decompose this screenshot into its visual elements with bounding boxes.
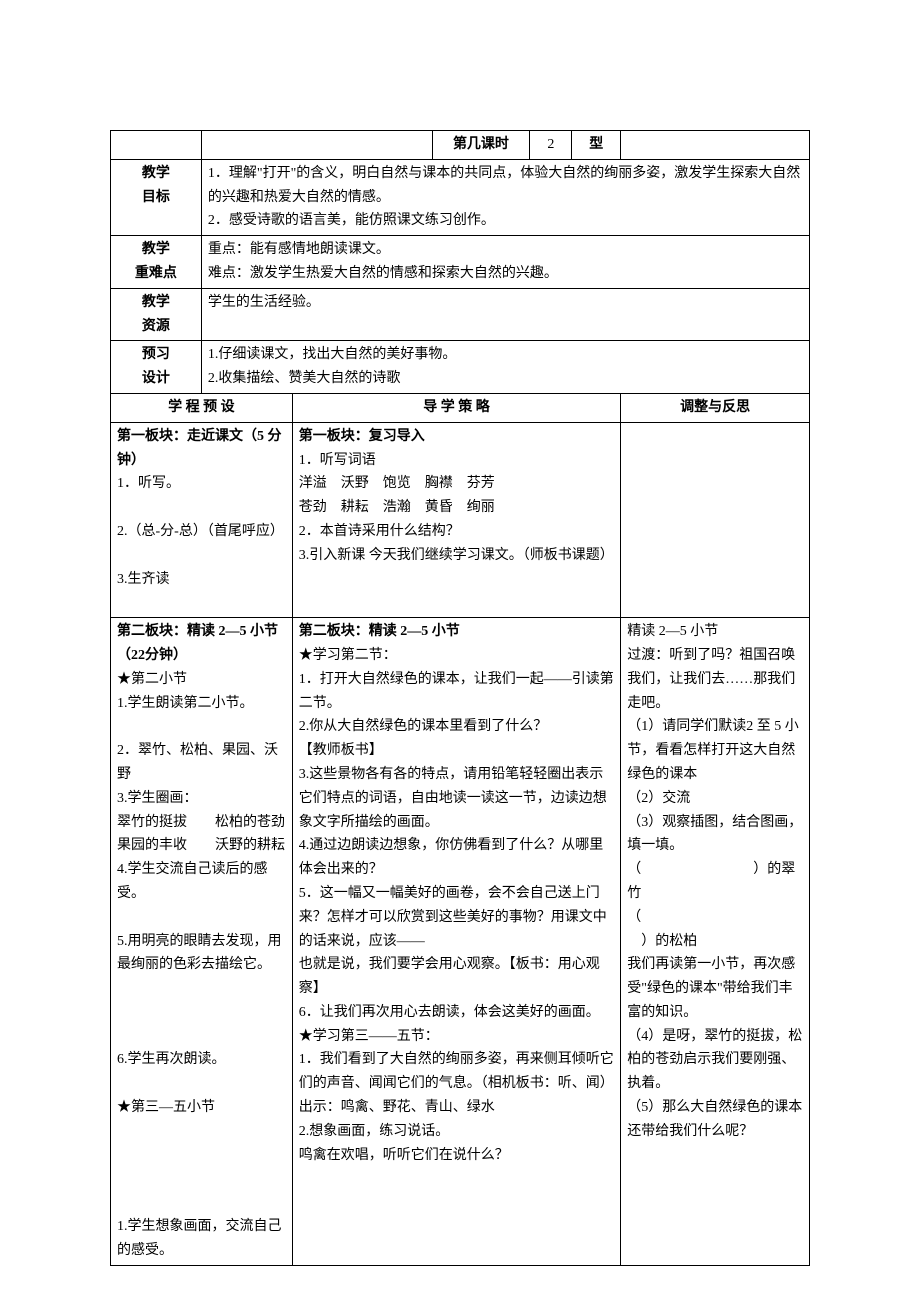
c3-l8: （4）是呀，翠竹的挺拔，松柏的苍劲启示我们要刚强、执着。 — [627, 1025, 803, 1096]
keypoints-label: 教学 重难点 — [111, 236, 202, 289]
lesson-plan-page: 第几课时 2 型 教学 目标 1．理解"打开"的含义，明白自然与课本的共同点，体… — [0, 0, 920, 1302]
block2-row: 第二板块：精读 2—5 小节（22分钟） ★第二小节 1.学生朗读第二小节。 2… — [111, 618, 810, 1266]
b1-c2-l1: 1．听写词语 — [299, 449, 615, 473]
c3-l3: （1）请同学们默读2 至 5 小节，看看怎样打开这大自然绿色的课本 — [627, 715, 803, 786]
block1-col2: 第一板块：复习导入 1．听写词语 洋溢 沃野 饱览 胸襟 芬芳 苍劲 耕耘 浩瀚… — [292, 422, 621, 617]
preview-text: 1.仔细读课文，找出大自然的美好事物。 2.收集描绘、赞美大自然的诗歌 — [201, 341, 809, 394]
b2-c2-s1: ★学习第二节： — [299, 644, 615, 668]
c3-l2: 过渡：听到了吗？祖国召唤我们，让我们去……那我们走吧。 — [627, 644, 803, 715]
type-label: 型 — [572, 131, 621, 160]
c3-l1: 精读 2—5 小节 — [627, 620, 803, 644]
c3-l6a: （ ）的翠竹 — [627, 858, 803, 906]
b2-c2-l7a: 出示：鸣禽、野花、青山、绿水 — [299, 1096, 615, 1120]
b1-c1-l2: 2.（总-分-总）（首尾呼应） — [117, 520, 286, 544]
b2-c1-l1: 1.学生朗读第二小节。 — [117, 692, 286, 716]
body-header-row: 学 程 预 设 导 学 策 略 调整与反思 — [111, 394, 810, 422]
goals-row: 教学 目标 1．理解"打开"的含义，明白自然与课本的共同点，体验大自然的绚丽多姿… — [111, 159, 810, 235]
keypoints-text: 重点：能有感情地朗读课文。 难点：激发学生热爱大自然的情感和探索大自然的兴趣。 — [201, 236, 809, 289]
b2-c1-l3b: 果园的丰收 沃野的耕耘 — [117, 834, 286, 858]
b1-c1-l3: 3.生齐读 — [117, 568, 286, 592]
b2-c1-l2: 2．翠竹、松柏、果园、沃野 — [117, 739, 286, 787]
block2-col1: 第二板块：精读 2—5 小节（22分钟） ★第二小节 1.学生朗读第二小节。 2… — [111, 618, 293, 1266]
meta-blank-2 — [201, 131, 432, 160]
b1-c1-l1: 1．听写。 — [117, 472, 286, 496]
b2-c2-l8: 2.想象画面，练习说话。 — [299, 1120, 615, 1144]
resources-text: 学生的生活经验。 — [201, 288, 809, 341]
preview-row: 预习 设计 1.仔细读课文，找出大自然的美好事物。 2.收集描绘、赞美大自然的诗… — [111, 341, 810, 394]
b2-c2-l5: 5．这一幅又一幅美好的画卷，会不会自己送上门来？怎样才可以欣赏到这些美好的事物？… — [299, 882, 615, 953]
header-col3: 调整与反思 — [621, 394, 810, 422]
block2-col3: 精读 2—5 小节 过渡：听到了吗？祖国召唤我们，让我们去……那我们走吧。 （1… — [621, 618, 810, 1266]
b2-c1-l5: 5.用明亮的眼睛去发现，用最绚丽的色彩去描绘它。 — [117, 930, 286, 978]
b2-c2-l3: 3.这些景物各有各的特点，请用铅笔轻轻圈出表示它们特点的词语，自由地读一读这一节… — [299, 763, 615, 834]
header-col1: 学 程 预 设 — [111, 394, 293, 422]
b2-c1-l3a: 翠竹的挺拔 松柏的苍劲 — [117, 811, 286, 835]
b1-c2-w2: 苍劲 耕耘 浩瀚 黄昏 绚丽 — [299, 496, 615, 520]
b2-c2-l2: 2.你从大自然绿色的课本里看到了什么？ — [299, 715, 615, 739]
b2-c2-title: 第二板块：精读 2—5 小节 — [299, 620, 615, 644]
preview-line-2: 2.收集描绘、赞美大自然的诗歌 — [208, 367, 803, 391]
body-table: 学 程 预 设 导 学 策 略 调整与反思 第一板块：走近课文（5 分钟） 1．… — [110, 394, 810, 1266]
b2-c1-title: 第二板块：精读 2—5 小节（22分钟） — [117, 620, 286, 668]
b2-c2-l4: 4.通过边朗读边想象，你仿佛看到了什么？从哪里体会出来的？ — [299, 834, 615, 882]
block1-col1: 第一板块：走近课文（5 分钟） 1．听写。 2.（总-分-总）（首尾呼应） 3.… — [111, 422, 293, 617]
block1-col3 — [621, 422, 810, 617]
lesson-no-value: 2 — [530, 131, 572, 160]
resources-row: 教学 资源 学生的生活经验。 — [111, 288, 810, 341]
preview-label: 预习 设计 — [111, 341, 202, 394]
b2-c1-l6: 6.学生再次朗读。 — [117, 1048, 286, 1072]
keypoints-row: 教学 重难点 重点：能有感情地朗读课文。 难点：激发学生热爱大自然的情感和探索大… — [111, 236, 810, 289]
c3-l7: 我们再读第一小节，再次感受"绿色的课本"带给我们丰富的知识。 — [627, 953, 803, 1024]
header-col2: 导 学 策 略 — [292, 394, 621, 422]
goals-text: 1．理解"打开"的含义，明白自然与课本的共同点，体验大自然的绚丽多姿，激发学生探… — [201, 159, 809, 235]
lesson-no-label: 第几课时 — [432, 131, 530, 160]
c3-l6c: ）的松柏 — [627, 930, 803, 954]
b1-c2-l2: 2．本首诗采用什么结构？ — [299, 520, 615, 544]
b2-c1-s2: ★第三—五小节 — [117, 1096, 286, 1120]
b1-c1-title: 第一板块：走近课文（5 分钟） — [117, 425, 286, 473]
b1-c2-l3: 3.引入新课 今天我们继续学习课文。（师板书课题） — [299, 544, 615, 568]
b2-c2-l5a: 也就是说，我们要学会用心观察。【板书：用心观察】 — [299, 953, 615, 1001]
c3-l9: （5）那么大自然绿色的课本还带给我们什么呢？ — [627, 1096, 803, 1144]
type-value — [621, 131, 810, 160]
b2-c2-l8a: 鸣禽在欢唱，听听它们在说什么？ — [299, 1144, 615, 1168]
lesson-plan-table: 第几课时 2 型 教学 目标 1．理解"打开"的含义，明白自然与课本的共同点，体… — [110, 130, 810, 394]
b2-c2-l1: 1．打开大自然绿色的课本，让我们一起——引读第二节。 — [299, 668, 615, 716]
b2-c1-l4: 4.学生交流自己读后的感受。 — [117, 858, 286, 906]
b2-c1-s1: ★第二小节 — [117, 668, 286, 692]
block2-col2: 第二板块：精读 2—5 小节 ★学习第二节： 1．打开大自然绿色的课本，让我们一… — [292, 618, 621, 1266]
b2-c1-l7: 1.学生想象画面，交流自己的感受。 — [117, 1215, 286, 1263]
c3-l6b: （ — [627, 906, 803, 930]
b2-c2-l7: 1．我们看到了大自然的绚丽多姿，再来侧耳倾听它们的声音、闻闻它们的气息。（相机板… — [299, 1048, 615, 1096]
meta-row: 第几课时 2 型 — [111, 131, 810, 160]
meta-blank-1 — [111, 131, 202, 160]
goals-label: 教学 目标 — [111, 159, 202, 235]
b1-c2-title: 第一板块：复习导入 — [299, 425, 615, 449]
block1-row: 第一板块：走近课文（5 分钟） 1．听写。 2.（总-分-总）（首尾呼应） 3.… — [111, 422, 810, 617]
c3-l4: （2）交流 — [627, 787, 803, 811]
b2-c2-s2: ★学习第三——五节： — [299, 1025, 615, 1049]
preview-line-1: 1.仔细读课文，找出大自然的美好事物。 — [208, 343, 803, 367]
c3-l5: （3）观察插图，结合图画，填一填。 — [627, 811, 803, 859]
b2-c2-l6: 6．让我们再次用心去朗读，体会这美好的画面。 — [299, 1001, 615, 1025]
b2-c1-l3: 3.学生圈画： — [117, 787, 286, 811]
b1-c2-w1: 洋溢 沃野 饱览 胸襟 芬芳 — [299, 472, 615, 496]
b2-c2-t: 【教师板书】 — [299, 739, 615, 763]
resources-label: 教学 资源 — [111, 288, 202, 341]
